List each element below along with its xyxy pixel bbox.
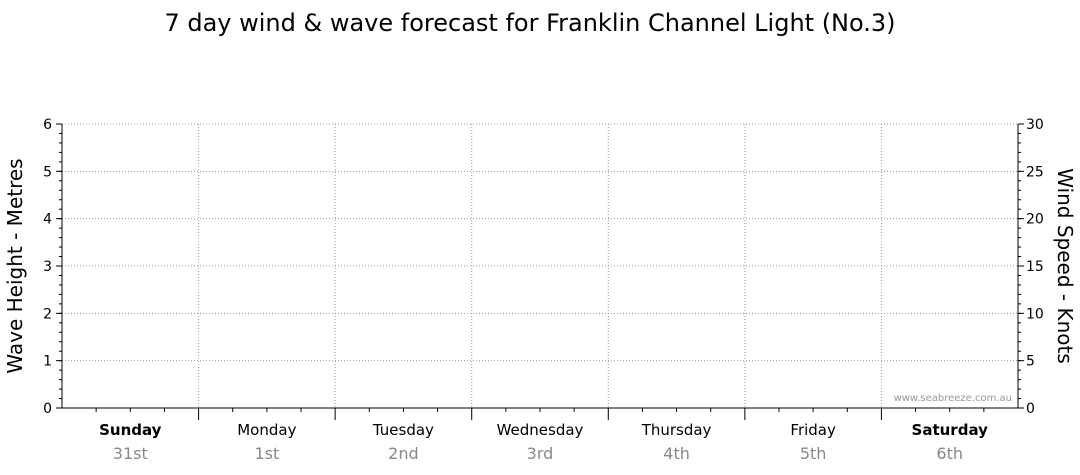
y-axis-right-label: Wind Speed - Knots [1053,168,1077,364]
day-name-label: Tuesday [372,421,434,439]
day-date-label: 4th [663,444,690,463]
day-date-label: 3rd [527,444,554,463]
left-tick-label: 1 [43,354,52,370]
chart-title: 7 day wind & wave forecast for Franklin … [164,9,895,37]
right-tick-label: 25 [1026,164,1044,180]
day-date-label: 2nd [388,444,418,463]
watermark: www.seabreeze.com.au [894,393,1012,404]
right-tick-label: 20 [1026,212,1044,228]
day-name-label: Thursday [641,421,712,439]
left-tick-label: 5 [43,164,52,180]
right-tick-label: 30 [1026,117,1044,133]
day-date-label: 5th [800,444,827,463]
day-date-label: 31st [113,444,148,463]
day-name-label: Wednesday [497,421,584,439]
left-tick-label: 0 [43,401,52,417]
day-date-label: 1st [254,444,279,463]
day-name-label: Monday [237,421,296,439]
right-tick-label: 15 [1026,259,1044,275]
day-date-label: 6th [936,444,963,463]
right-tick-label: 10 [1026,306,1044,322]
left-tick-label: 6 [43,117,52,133]
left-tick-label: 2 [43,306,52,322]
day-name-label: Friday [790,421,836,439]
day-name-label: Sunday [99,421,162,439]
left-tick-label: 3 [43,259,52,275]
right-tick-label: 5 [1026,354,1035,370]
y-axis-left-label: Wave Height - Metres [3,158,27,373]
left-tick-label: 4 [43,212,52,228]
right-tick-label: 0 [1026,401,1035,417]
day-name-label: Saturday [912,421,989,439]
